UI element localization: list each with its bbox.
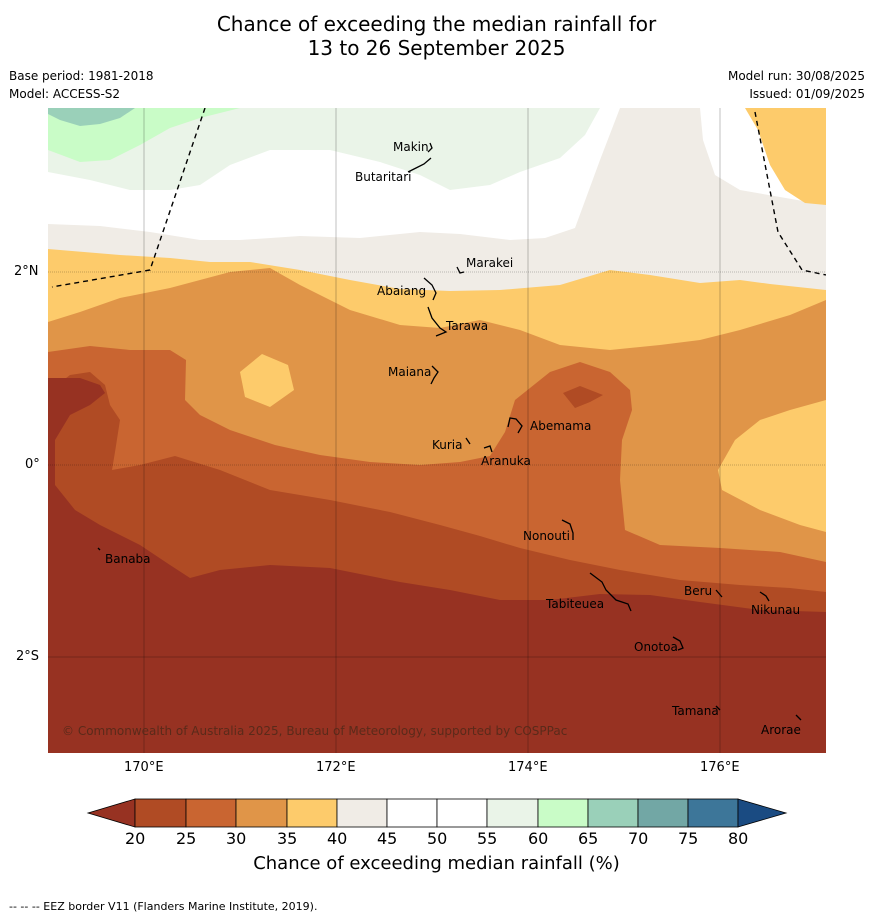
colorbar-tick-65: 65: [578, 829, 599, 848]
colorbar-bin-75-80: [687, 798, 739, 828]
island-label-tabiteuea: Tabiteuea: [546, 597, 605, 611]
issued-date: Issued: 01/09/2025: [749, 87, 865, 101]
colorbar-high-arrow: [737, 798, 788, 828]
island-label-tarawa: Tarawa: [446, 319, 489, 333]
region-35-40-east: [718, 400, 826, 532]
island-label-beru: Beru: [684, 584, 713, 598]
eez-border-east: [754, 111, 826, 276]
colorbar-tick-80: 80: [728, 829, 749, 848]
base-period: Base period: 1981-2018: [9, 69, 154, 83]
model-name: Model: ACCESS-S2: [9, 87, 121, 101]
island-label-maiana: Maiana: [388, 365, 432, 379]
lon-label-176e: 176°E: [700, 760, 740, 775]
lat-label-0: 0°: [25, 457, 40, 472]
region-55-60: [48, 108, 600, 190]
colorbar-bin-70-75: [637, 798, 689, 828]
island-label-nikunau: Nikunau: [751, 603, 801, 617]
island-label-banaba: Banaba: [105, 552, 151, 566]
colorbar-bin-40-45: [336, 798, 388, 828]
colorbar-bin-50-55: [436, 798, 488, 828]
map-title: Chance of exceeding the median rainfall …: [0, 12, 873, 60]
colorbar-bin-35-40: [286, 798, 338, 828]
colorbar-tick-75: 75: [678, 829, 699, 848]
meta-left: Base period: 1981-2018 Model: ACCESS-S2: [9, 67, 154, 103]
graticule: [48, 108, 826, 753]
region-below-20: [48, 378, 826, 753]
colorbar-label: Chance of exceeding median rainfall (%): [253, 853, 620, 874]
colorbar-tick-25: 25: [176, 829, 197, 848]
island-label-nonouti: Nonouti: [523, 529, 570, 543]
region-45-50-east: [48, 108, 826, 205]
lat-label-2n: 2°N: [14, 264, 39, 279]
island-label-tamana: Tamana: [672, 704, 719, 718]
copyright-notice: © Commonwealth of Australia 2025, Bureau…: [62, 724, 568, 738]
contour-fill: [48, 108, 826, 753]
lon-label-172e: 172°E: [316, 760, 356, 775]
colorbar-bin-60-65: [537, 798, 589, 828]
colorbar-tick-30: 30: [226, 829, 247, 848]
colorbar-bin-30-35: [235, 798, 288, 828]
colorbar-bin-20-25: [134, 798, 187, 828]
island-label-arorae: Arorae: [761, 723, 801, 737]
island-label-aranuka: Aranuka: [481, 454, 531, 468]
island-label-kuria: Kuria: [432, 438, 463, 452]
colorbar-low-arrow: [86, 798, 136, 828]
colorbar-tick-20: 20: [125, 829, 146, 848]
colorbar-tick-40: 40: [327, 829, 348, 848]
region-20-25-patch: [563, 386, 603, 408]
colorbar-bin-25-30: [185, 798, 237, 828]
region-35-40-ne: [745, 108, 826, 205]
island-label-marakei: Marakei: [466, 256, 514, 270]
island-label-onotoa: Onotoa: [634, 640, 678, 654]
island-label-butaritari: Butaritari: [355, 170, 412, 184]
colorbar-tick-60: 60: [528, 829, 549, 848]
island-outlines: [97, 142, 802, 721]
island-label-abemama: Abemama: [530, 419, 592, 433]
colorbar-bin-55-60: [486, 798, 539, 828]
title-line-1: Chance of exceeding the median rainfall …: [216, 12, 657, 36]
colorbar: [86, 798, 788, 828]
island-label-abaiang: Abaiang: [377, 284, 427, 298]
colorbar-bin-65-70: [587, 798, 639, 828]
model-run: Model run: 30/08/2025: [727, 69, 865, 83]
colorbar-tick-70: 70: [628, 829, 649, 848]
colorbar-tick-50: 50: [427, 829, 448, 848]
colorbar-tick-45: 45: [377, 829, 398, 848]
footer-eez-note: -- -- -- EEZ border V11 (Flanders Marine…: [9, 900, 318, 913]
colorbar-tick-35: 35: [277, 829, 298, 848]
lon-label-174e: 174°E: [508, 760, 548, 775]
eez-border-west: [51, 108, 206, 288]
colorbar-bin-45-50: [386, 798, 438, 828]
lat-label-2s: 2°S: [16, 649, 40, 664]
title-line-2: 13 to 26 September 2025: [307, 36, 566, 60]
colorbar-tick-55: 55: [477, 829, 498, 848]
lon-label-170e: 170°E: [124, 760, 164, 775]
region-35-40-patch: [240, 354, 294, 407]
meta-right: Model run: 30/08/2025 Issued: 01/09/2025: [728, 67, 865, 103]
region-65-70: [48, 108, 135, 126]
island-label-makin: Makin: [393, 140, 429, 154]
